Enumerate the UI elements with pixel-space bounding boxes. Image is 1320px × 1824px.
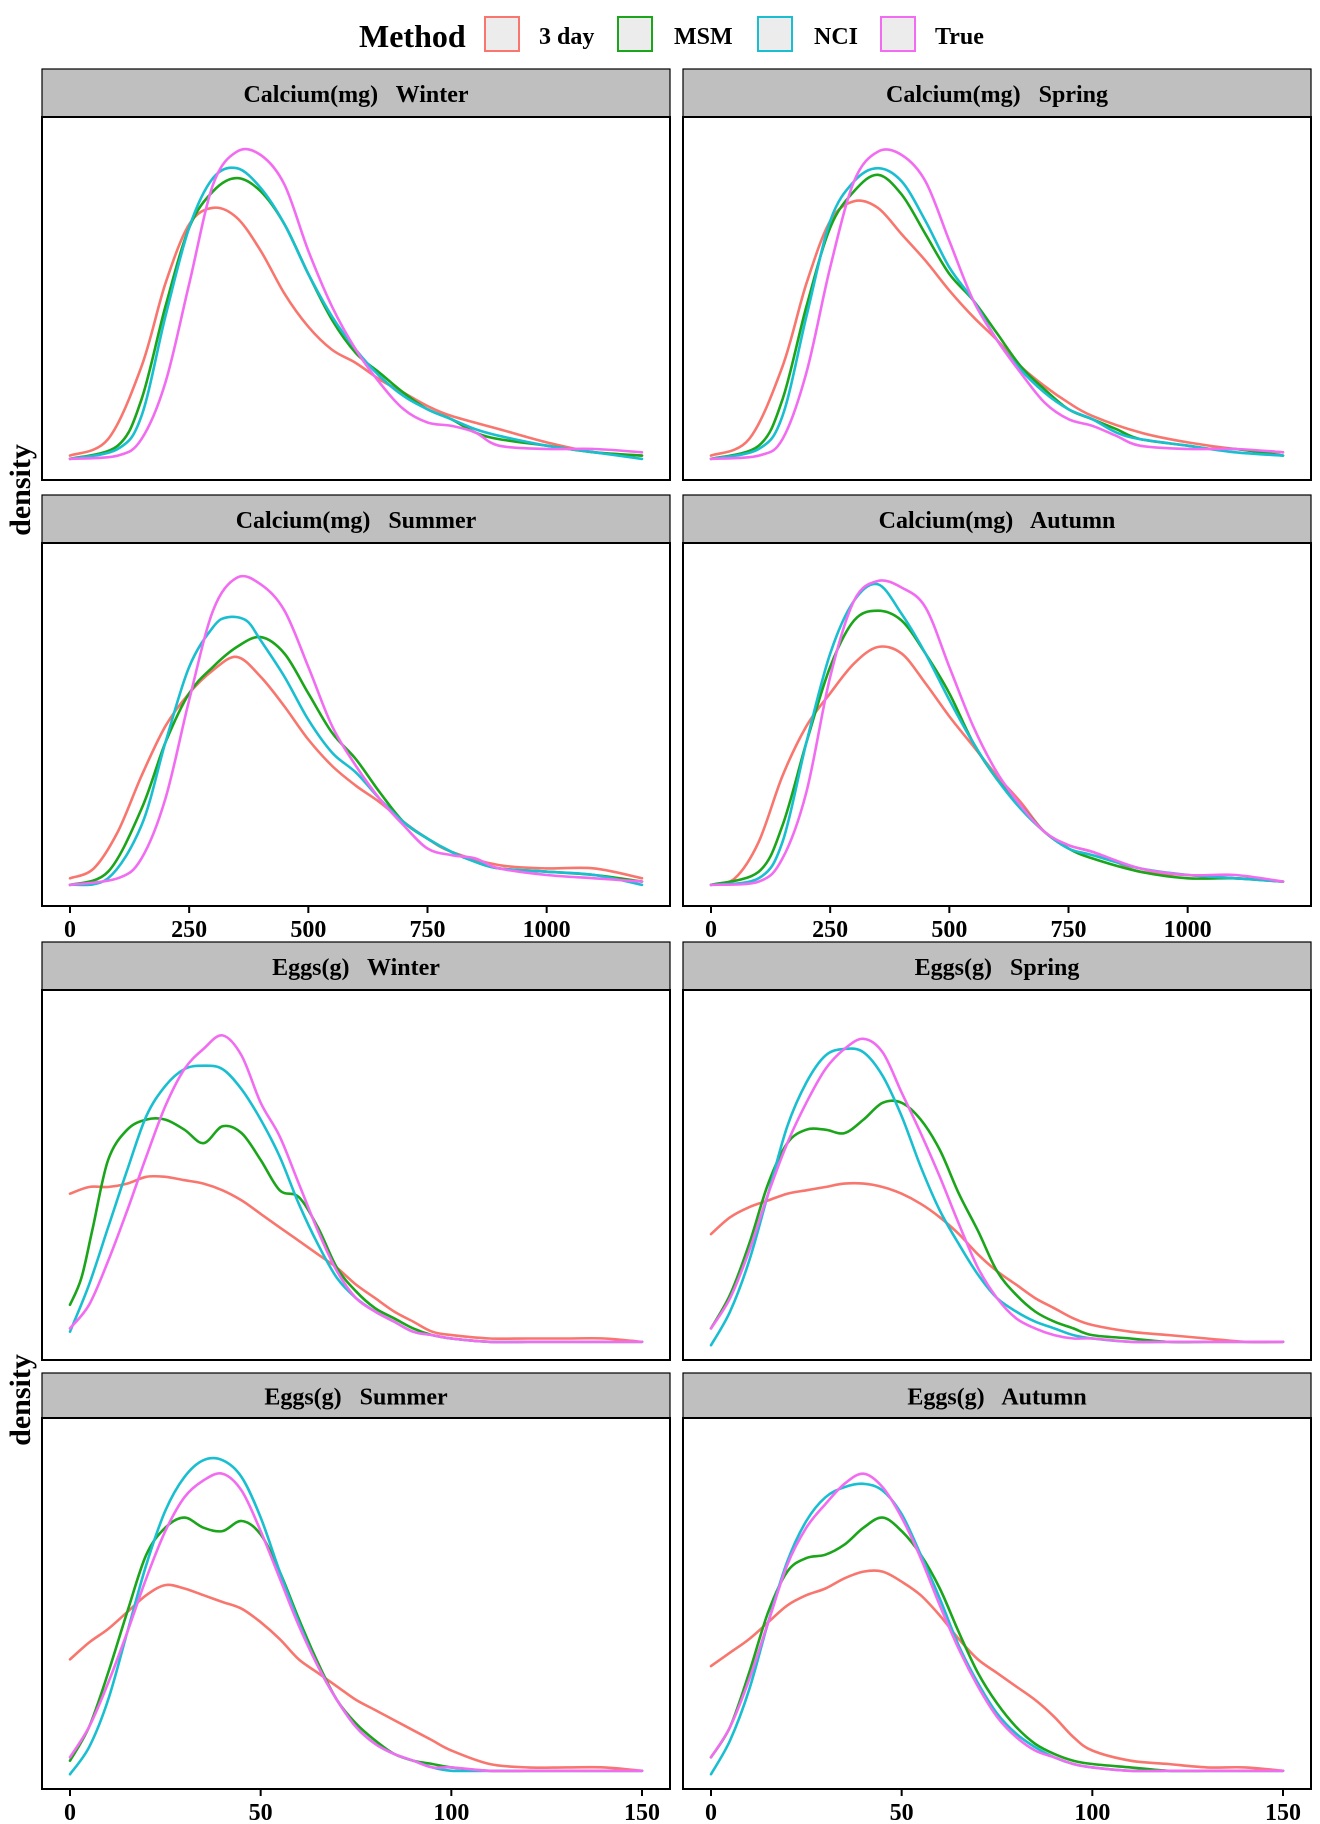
- panel-3-xtick-label-750: 750: [410, 917, 446, 943]
- panel-2-strip: [682, 68, 1312, 118]
- legend-entry-true: True: [880, 16, 984, 52]
- panel-5-line-nci: [68, 1064, 644, 1344]
- panel-4-xtick-label-750: 750: [1051, 917, 1087, 943]
- panel-8-line-nci: [709, 1482, 1285, 1776]
- panel-7-xtick-label-0: 0: [64, 1800, 76, 1824]
- panel-3-title: Calcium(mg) Summer: [236, 508, 477, 534]
- panel-3-frame: [41, 542, 671, 907]
- panel-7-strip: [41, 1372, 671, 1419]
- panel-1-line-nci: [68, 166, 644, 461]
- panel-5-line-msm: [68, 1117, 644, 1344]
- legend-key-msm: [617, 16, 653, 52]
- panel-8-line-true: [709, 1472, 1285, 1773]
- panel-4-line-msm: [709, 609, 1285, 887]
- panel-7-title: Eggs(g) Summer: [264, 1385, 448, 1411]
- panel-2-line-nci: [709, 166, 1285, 461]
- panel-7-frame: [41, 1417, 671, 1790]
- panel-7-line-3day: [68, 1583, 644, 1773]
- legend-entry-nci: NCI: [757, 16, 858, 52]
- panel-8-xtick-label-50: 50: [890, 1800, 914, 1824]
- panel-4-line-3day: [709, 645, 1285, 887]
- panel-6-line-true: [709, 1037, 1285, 1344]
- panel-3-line-msm: [68, 635, 644, 887]
- panel-4-frame: [682, 542, 1312, 907]
- panel-3-xtick-label-0: 0: [64, 917, 76, 943]
- panel-3-line-nci: [68, 615, 644, 887]
- legend-title: Method: [359, 18, 466, 54]
- panel-3: Calcium(mg) Summer 0 250 500 750 1000: [41, 494, 671, 943]
- panel-1-strip: [41, 68, 671, 118]
- panel-4-xtick-label-0: 0: [705, 917, 717, 943]
- panel-8: Eggs(g) Autumn 0 50 100 150: [682, 1372, 1312, 1824]
- y-axis-label-bottom: density: [4, 1354, 37, 1446]
- legend-key-3day: [484, 16, 520, 52]
- panel-1-frame: [41, 116, 671, 481]
- panel-6-line-nci: [709, 1047, 1285, 1347]
- panel-3-xtick-label-500: 500: [290, 917, 326, 943]
- panel-2-title: Calcium(mg) Spring: [886, 82, 1108, 108]
- panels: Calcium(mg) Winter Calcium(mg) Spring Calc…: [41, 68, 1312, 1824]
- panel-3-xtick-label-1000: 1000: [523, 917, 571, 943]
- legend-label-msm: MSM: [674, 24, 733, 50]
- legend-key-true: [880, 16, 916, 52]
- panel-5-frame: [41, 989, 671, 1361]
- legend-label-3day: 3 day: [539, 24, 594, 50]
- panel-8-strip: [682, 1372, 1312, 1419]
- panel-3-xtick-label-250: 250: [171, 917, 207, 943]
- panel-7-xtick-label-100: 100: [433, 1800, 469, 1824]
- panel-1: Calcium(mg) Winter: [41, 68, 671, 481]
- panel-4-line-true: [709, 579, 1285, 887]
- panel-6: Eggs(g) Spring: [682, 941, 1312, 1361]
- panel-8-xtick-label-0: 0: [705, 1800, 717, 1824]
- panel-8-xtick-label-150: 150: [1265, 1800, 1301, 1824]
- panel-4-strip: [682, 494, 1312, 544]
- legend-entry-msm: MSM: [617, 16, 733, 52]
- panel-4-xtick-label-500: 500: [931, 917, 967, 943]
- panel-8-xtick-label-100: 100: [1074, 1800, 1110, 1824]
- panel-7: Eggs(g) Summer 0 50 100 150: [41, 1372, 671, 1824]
- legend-label-true: True: [935, 24, 984, 50]
- legend: Method 3 day MSM NCI True: [359, 16, 984, 54]
- panel-1-line-true: [68, 147, 644, 461]
- panel-8-line-3day: [709, 1569, 1285, 1773]
- y-axis-label-top: density: [4, 444, 37, 536]
- panel-6-title: Eggs(g) Spring: [915, 955, 1080, 981]
- legend-entry-3day: 3 day: [484, 16, 594, 52]
- panel-2-line-true: [709, 148, 1285, 461]
- panel-6-line-3day: [709, 1181, 1285, 1344]
- panel-8-frame: [682, 1417, 1312, 1790]
- panel-2: Calcium(mg) Spring: [682, 68, 1312, 481]
- panel-1-line-msm: [68, 176, 644, 461]
- panel-7-line-true: [68, 1472, 644, 1773]
- panel-2-frame: [682, 116, 1312, 481]
- panel-1-line-3day: [68, 206, 644, 457]
- panel-7-xtick-label-150: 150: [624, 1800, 660, 1824]
- legend-label-nci: NCI: [814, 24, 858, 50]
- panel-1-title: Calcium(mg) Winter: [243, 82, 468, 108]
- panel-8-line-msm: [709, 1516, 1285, 1773]
- panel-3-line-true: [68, 574, 644, 887]
- panel-4-xtick-label-1000: 1000: [1164, 917, 1212, 943]
- panel-6-line-msm: [709, 1099, 1285, 1344]
- panel-4-title: Calcium(mg) Autumn: [879, 508, 1116, 534]
- panel-8-title: Eggs(g) Autumn: [907, 1385, 1086, 1411]
- panel-7-xtick-label-50: 50: [249, 1800, 273, 1824]
- panel-4-xtick-label-250: 250: [812, 917, 848, 943]
- panel-6-frame: [682, 989, 1312, 1361]
- panel-4-line-nci: [709, 582, 1285, 887]
- panel-5-line-true: [68, 1034, 644, 1344]
- panel-5-title: Eggs(g) Winter: [272, 955, 440, 981]
- legend-key-nci: [757, 16, 793, 52]
- panel-3-strip: [41, 494, 671, 544]
- panel-5-line-3day: [68, 1174, 644, 1344]
- panel-5: Eggs(g) Winter: [41, 941, 671, 1361]
- panel-4: Calcium(mg) Autumn 0 250 500 750 1000: [682, 494, 1312, 943]
- panel-2-line-3day: [709, 199, 1285, 457]
